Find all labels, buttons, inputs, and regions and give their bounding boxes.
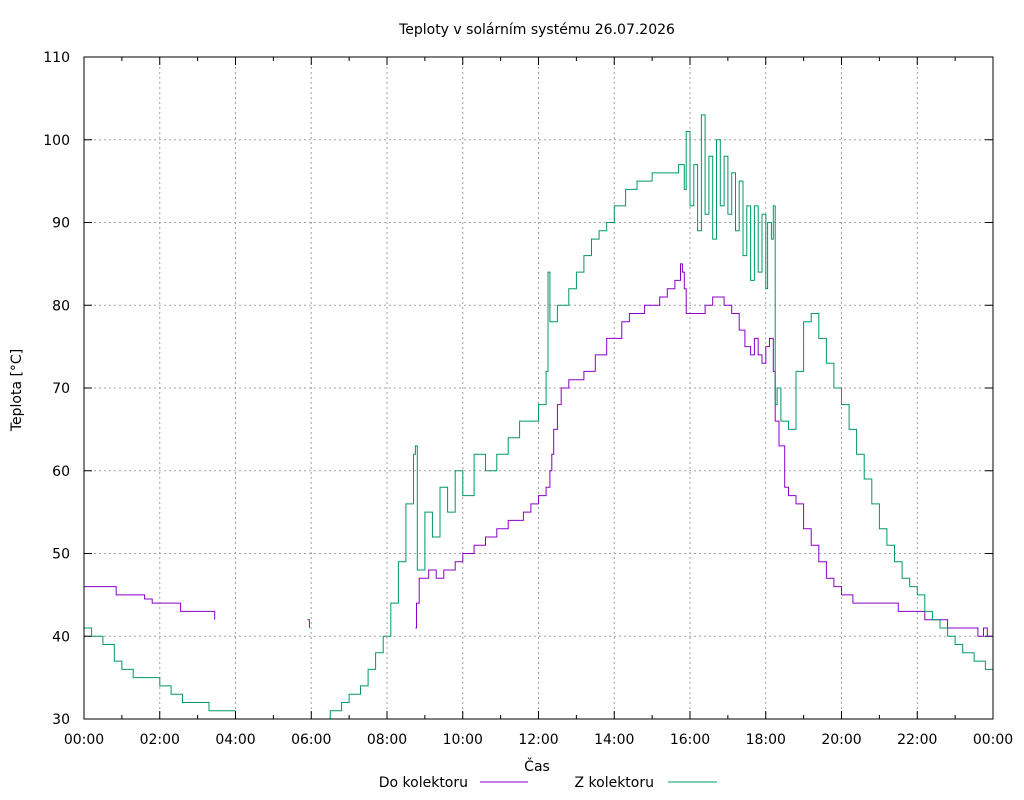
grid-lines (83, 56, 994, 720)
x-tick-label: 22:00 (897, 732, 937, 748)
x-tick-label: 10:00 (443, 732, 483, 748)
y-tick-label: 40 (52, 629, 70, 645)
x-tick-label: 06:00 (291, 732, 331, 748)
x-tick-label: 14:00 (594, 732, 634, 748)
x-tick-label: 18:00 (746, 732, 786, 748)
legend: Do kolektoru Z kolektoru (379, 775, 717, 791)
y-tick-label: 100 (43, 133, 70, 149)
x-tick-label: 00:00 (64, 732, 104, 748)
x-tick-label: 00:00 (973, 732, 1013, 748)
x-tick-label: 02:00 (140, 732, 180, 748)
x-tick-label: 04:00 (215, 732, 255, 748)
y-tick-label: 80 (52, 298, 70, 314)
chart-title: Teploty v solárním systému 26.07.2026 (398, 22, 675, 38)
y-axis-label: Teplota [°C] (9, 349, 25, 432)
y-tick-label: 90 (52, 216, 70, 232)
x-axis-label: Čas (524, 757, 550, 775)
legend-label: Do kolektoru (379, 775, 468, 791)
x-tick-label: 20:00 (821, 732, 861, 748)
plot-frame (83, 56, 994, 720)
series-line-z-kolektoru (84, 114, 993, 719)
y-tick-label: 110 (43, 50, 70, 66)
legend-label: Z kolektoru (574, 775, 654, 791)
series-line-do-kolektoru (84, 263, 993, 637)
y-tick-label: 50 (52, 547, 70, 563)
series-layer (84, 114, 993, 719)
y-tick-label: 70 (52, 381, 70, 397)
x-tick-label: 12:00 (518, 732, 558, 748)
y-tick-label: 30 (52, 712, 70, 728)
y-tick-label: 60 (52, 464, 70, 480)
x-tick-labels: 00:00 02:00 04:00 06:00 08:00 10:00 12:00 14:00… (64, 732, 1013, 748)
y-tick-labels: 30 40 50 60 70 80 90 100 110 (43, 50, 70, 728)
x-tick-label: 08:00 (367, 732, 407, 748)
x-tick-label: 16:00 (670, 732, 710, 748)
